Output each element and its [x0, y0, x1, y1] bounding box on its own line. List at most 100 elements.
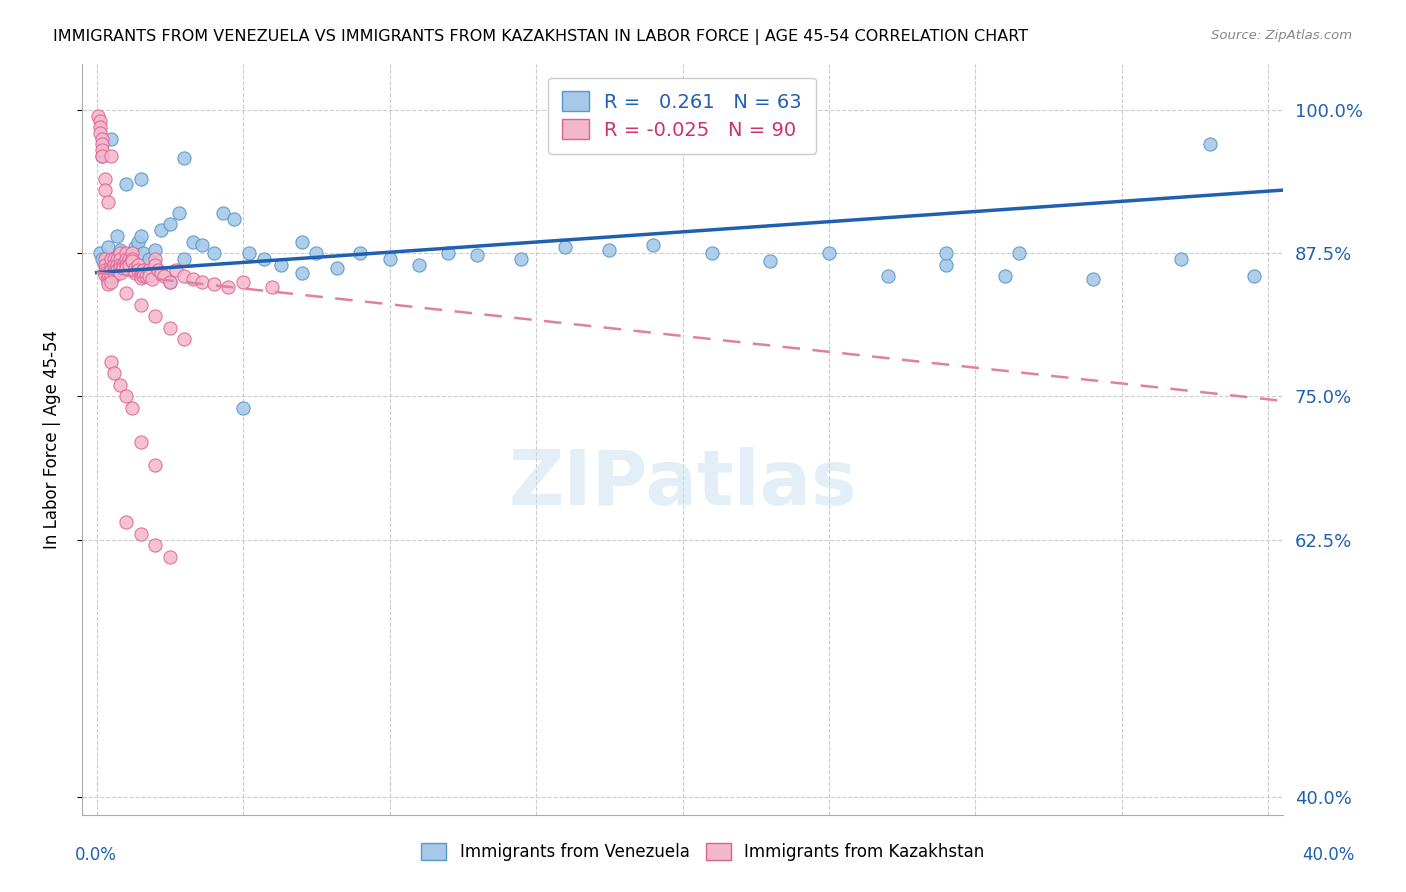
- Point: [100, 258, 122, 272]
- Point: [159, 549, 181, 564]
- Point: [118, 258, 141, 272]
- Text: Source: ZipAtlas.com: Source: ZipAtlas.com: [1212, 29, 1353, 42]
- Point: [138, 263, 160, 277]
- Point: [94, 171, 117, 186]
- Point: [150, 223, 173, 237]
- Text: 40.0%: 40.0%: [1302, 846, 1355, 863]
- Point: [129, 298, 152, 312]
- Point: [202, 277, 225, 291]
- Point: [132, 263, 155, 277]
- Legend: R =   0.261   N = 63, R = -0.025   N = 90: R = 0.261 N = 63, R = -0.025 N = 90: [548, 78, 815, 153]
- Point: [643, 238, 665, 252]
- Point: [100, 149, 122, 163]
- Point: [291, 235, 314, 249]
- Point: [510, 252, 533, 266]
- Point: [238, 246, 260, 260]
- Point: [143, 258, 166, 272]
- Point: [97, 277, 120, 291]
- Point: [554, 240, 576, 254]
- Point: [138, 252, 160, 266]
- Point: [94, 266, 117, 280]
- Point: [103, 266, 125, 280]
- Point: [108, 260, 131, 275]
- Point: [100, 252, 122, 266]
- Point: [115, 252, 138, 266]
- Point: [103, 263, 125, 277]
- Point: [173, 151, 195, 165]
- Text: 0.0%: 0.0%: [75, 846, 117, 863]
- Point: [87, 109, 110, 123]
- Point: [150, 266, 173, 280]
- Point: [103, 258, 125, 272]
- Point: [146, 263, 169, 277]
- Point: [173, 252, 195, 266]
- Point: [108, 246, 131, 260]
- Point: [211, 206, 233, 220]
- Point: [181, 272, 204, 286]
- Point: [100, 263, 122, 277]
- Point: [270, 258, 292, 272]
- Point: [108, 377, 131, 392]
- Point: [217, 280, 239, 294]
- Point: [159, 275, 181, 289]
- Point: [91, 137, 114, 152]
- Point: [1170, 252, 1192, 266]
- Point: [115, 286, 138, 301]
- Point: [94, 258, 117, 272]
- Point: [818, 246, 841, 260]
- Point: [94, 268, 117, 282]
- Point: [118, 252, 141, 266]
- Text: ZIPatlas: ZIPatlas: [508, 448, 856, 521]
- Point: [121, 252, 143, 266]
- Point: [437, 246, 460, 260]
- Point: [129, 171, 152, 186]
- Point: [143, 252, 166, 266]
- Point: [97, 271, 120, 285]
- Point: [143, 458, 166, 472]
- Point: [121, 246, 143, 260]
- Point: [173, 268, 195, 283]
- Point: [129, 526, 152, 541]
- Point: [105, 228, 128, 243]
- Point: [111, 258, 134, 272]
- Point: [129, 271, 152, 285]
- Point: [103, 367, 125, 381]
- Point: [115, 246, 138, 260]
- Point: [121, 246, 143, 260]
- Point: [89, 120, 111, 134]
- Point: [124, 260, 146, 275]
- Point: [935, 258, 957, 272]
- Point: [143, 309, 166, 323]
- Point: [115, 258, 138, 272]
- Point: [91, 143, 114, 157]
- Point: [127, 263, 149, 277]
- Point: [91, 131, 114, 145]
- Point: [108, 258, 131, 272]
- Point: [108, 252, 131, 266]
- Point: [378, 252, 401, 266]
- Point: [994, 268, 1017, 283]
- Point: [202, 246, 225, 260]
- Point: [97, 268, 120, 283]
- Point: [167, 206, 190, 220]
- Point: [143, 243, 166, 257]
- Point: [100, 275, 122, 289]
- Point: [408, 258, 430, 272]
- Point: [252, 252, 274, 266]
- Point: [467, 248, 489, 262]
- Point: [105, 258, 128, 272]
- Point: [165, 263, 187, 277]
- Point: [143, 538, 166, 552]
- Point: [97, 240, 120, 254]
- Point: [700, 246, 723, 260]
- Y-axis label: In Labor Force | Age 45-54: In Labor Force | Age 45-54: [44, 330, 60, 549]
- Point: [100, 131, 122, 145]
- Point: [100, 268, 122, 283]
- Point: [91, 149, 114, 163]
- Point: [97, 194, 120, 209]
- Point: [224, 211, 246, 226]
- Point: [291, 266, 314, 280]
- Point: [103, 252, 125, 266]
- Point: [1198, 137, 1220, 152]
- Point: [124, 266, 146, 280]
